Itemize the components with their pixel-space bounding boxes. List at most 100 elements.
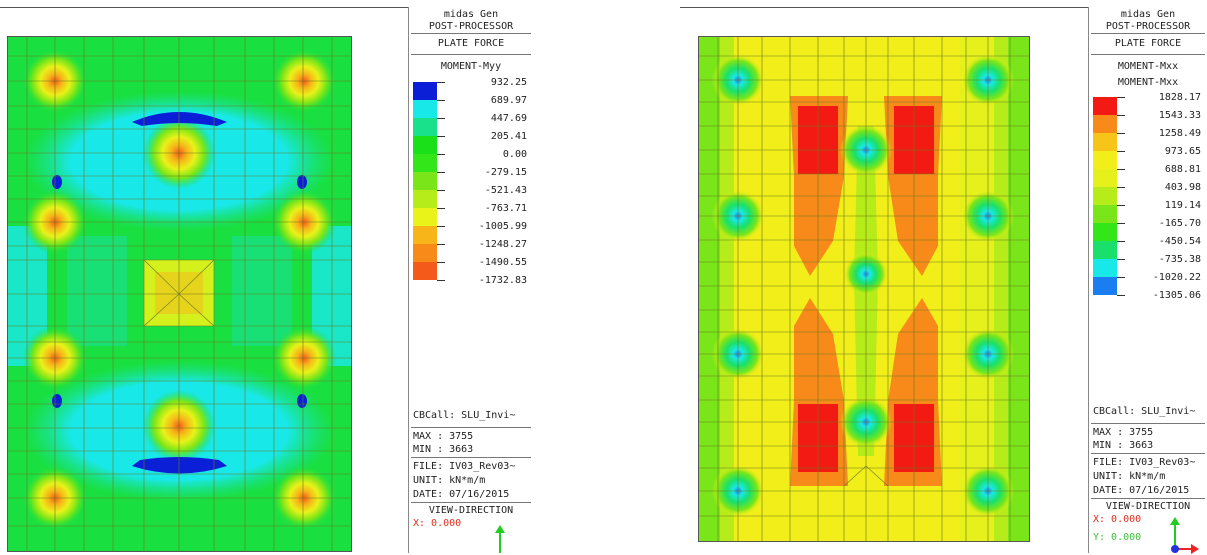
component-name-repeat: MOMENT-Mxx <box>1117 77 1179 88</box>
legend-tick <box>1117 223 1125 224</box>
view-direction-label: VIEW-DIRECTION <box>428 505 514 516</box>
legend-value: -1490.55 <box>478 257 527 268</box>
date: DATE: 07/16/2015 <box>1093 485 1190 496</box>
module-name: POST-PROCESSOR <box>1105 21 1191 32</box>
legend-tick <box>437 244 445 245</box>
blue-spot <box>297 394 307 408</box>
view-direction-label: VIEW-DIRECTION <box>1105 501 1191 512</box>
legend-swatch <box>1093 223 1117 241</box>
mid-band-right <box>232 236 292 346</box>
legend-swatch <box>413 190 437 208</box>
mid-band-left <box>67 236 127 346</box>
divider <box>1091 54 1205 55</box>
legend-tick <box>1117 97 1125 98</box>
left-result-panel: midas Gen POST-PROCESSOR PLATE FORCE MOM… <box>0 0 540 553</box>
legend-swatch <box>1093 115 1117 133</box>
right-result-panel: midas Gen POST-PROCESSOR PLATE FORCE MOM… <box>680 0 1207 554</box>
blue-spot <box>52 394 62 408</box>
plate-border <box>698 36 1030 542</box>
plate-border <box>7 36 352 552</box>
legend-value: -735.38 <box>1158 254 1201 265</box>
legend-tick <box>437 118 445 119</box>
legend-value: -450.54 <box>1158 236 1201 247</box>
legend-tick <box>437 190 445 191</box>
legend-tick <box>437 100 445 101</box>
component-name: MOMENT-Myy <box>440 61 502 72</box>
unit: UNIT: kN*m/m <box>413 475 486 486</box>
top-rule <box>0 7 408 8</box>
legend-swatch <box>413 82 437 100</box>
divider <box>411 427 531 428</box>
legend-value: 447.69 <box>490 113 527 124</box>
edge-band-left <box>698 36 720 542</box>
legend-swatch <box>413 154 437 172</box>
min-element: MIN : 3663 <box>1093 440 1154 451</box>
divider <box>1091 33 1205 34</box>
legend-value: 119.14 <box>1164 200 1201 211</box>
legend-swatch <box>413 172 437 190</box>
legend-swatch <box>1093 277 1117 295</box>
legend-value: -763.71 <box>484 203 527 214</box>
legend-value: -1020.22 <box>1152 272 1201 283</box>
legend-tick <box>1117 277 1125 278</box>
legend-swatch <box>413 208 437 226</box>
edge-band-left <box>720 36 734 542</box>
legend-tick <box>1117 151 1125 152</box>
legend-value: 1543.33 <box>1158 110 1201 121</box>
color-legend: 932.25 689.97 447.69 205.41 0.00 -279.15 -521.… <box>409 77 533 302</box>
file-name: FILE: IV03_Rev03~ <box>1093 457 1196 468</box>
legend-swatch <box>413 136 437 154</box>
legend-swatch <box>1093 133 1117 151</box>
legend-value: 205.41 <box>490 131 527 142</box>
program-name: midas Gen <box>1120 9 1176 20</box>
legend-tick <box>437 226 445 227</box>
view-axis-icon <box>1170 517 1199 554</box>
legend-tick <box>437 208 445 209</box>
legend-value: -279.15 <box>484 167 527 178</box>
legend-swatch <box>1093 151 1117 169</box>
legend-value: -165.70 <box>1158 218 1201 229</box>
edge-band-right <box>960 36 994 542</box>
legend-value: 932.25 <box>490 77 527 88</box>
legend-value: 0.00 <box>502 149 527 160</box>
divider <box>411 457 531 458</box>
legend-swatch <box>413 100 437 118</box>
divider <box>411 33 531 34</box>
y-value: Y: 0.000 <box>1093 532 1142 543</box>
module-name: POST-PROCESSOR <box>428 21 514 32</box>
min-element: MIN : 3663 <box>413 444 474 455</box>
legend-tick <box>437 154 445 155</box>
mesh-grid <box>7 36 352 552</box>
load-case: CBCall: SLU_Invi~ <box>413 410 516 421</box>
legend-sidebar: midas Gen POST-PROCESSOR PLATE FORCE MOM… <box>1088 7 1207 554</box>
divider <box>411 54 531 55</box>
blue-spot <box>297 175 307 189</box>
legend-swatch <box>1093 169 1117 187</box>
legend-swatch <box>1093 241 1117 259</box>
edge-band-right <box>1008 36 1030 542</box>
legend-swatch <box>413 244 437 262</box>
legend-tick <box>1117 187 1125 188</box>
legend-value: 1828.17 <box>1158 92 1201 103</box>
result-type: PLATE FORCE <box>437 38 505 49</box>
legend-swatch <box>1093 205 1117 223</box>
legend-value: 973.65 <box>1164 146 1201 157</box>
legend-tick <box>1117 115 1125 116</box>
unit: UNIT: kN*m/m <box>1093 471 1166 482</box>
legend-tick <box>1117 169 1125 170</box>
legend-tick <box>437 262 445 263</box>
legend-value: -1305.06 <box>1152 290 1201 301</box>
legend-swatch <box>413 226 437 244</box>
divider <box>1091 423 1205 424</box>
legend-sidebar: midas Gen POST-PROCESSOR PLATE FORCE MOM… <box>408 7 533 553</box>
legend-value: 688.81 <box>1164 164 1201 175</box>
legend-tick <box>437 280 445 281</box>
max-element: MAX : 3755 <box>413 431 474 442</box>
view-axis-icon <box>495 525 505 553</box>
legend-swatch <box>413 118 437 136</box>
legend-swatch <box>1093 187 1117 205</box>
date: DATE: 07/16/2015 <box>413 489 510 500</box>
mesh-grid <box>698 36 1030 542</box>
legend-swatch <box>1093 259 1117 277</box>
legend-value: 1258.49 <box>1158 128 1201 139</box>
